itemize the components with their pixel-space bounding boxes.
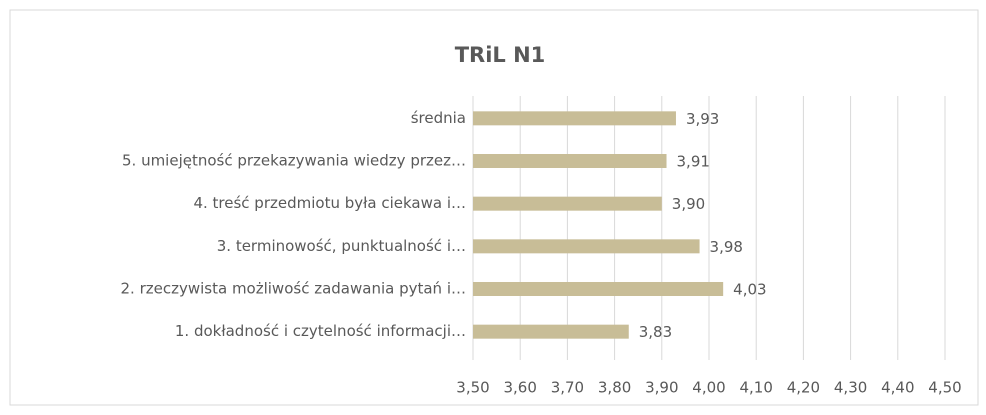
x-tick-label: 3,80 [598, 379, 631, 397]
y-tick-label: średnia [411, 109, 466, 127]
x-tick-label: 4,00 [692, 379, 725, 397]
value-label: 3,91 [677, 153, 710, 171]
x-tick-label: 4,30 [834, 379, 867, 397]
x-tick-label: 3,90 [645, 379, 678, 397]
y-tick-label: 1. dokładność i czytelność informacji… [175, 322, 466, 340]
x-tick-label: 3,50 [456, 379, 489, 397]
y-tick-label: 2. rzeczywista możliwość zadawania pytań… [121, 280, 467, 298]
y-tick-label: 3. terminowość, punktualność i… [217, 237, 466, 255]
y-tick-label: 4. treść przedmiotu była ciekawa i… [193, 194, 466, 212]
bar [473, 282, 724, 296]
bar [473, 111, 676, 126]
x-tick-label: 4,50 [928, 379, 961, 397]
value-label: 3,90 [672, 195, 705, 213]
chart-title: TRiL N1 [455, 43, 546, 67]
value-label: 3,83 [639, 323, 672, 341]
y-tick-label: 5. umiejętność przekazywania wiedzy prze… [122, 152, 466, 170]
x-tick-label: 4,10 [739, 379, 772, 397]
value-label: 3,93 [686, 110, 719, 128]
x-tick-label: 3,60 [503, 379, 536, 397]
bar [473, 324, 629, 339]
x-tick-label: 4,20 [787, 379, 820, 397]
x-tick-label: 3,70 [551, 379, 584, 397]
bar [473, 154, 667, 168]
bar [473, 239, 700, 254]
value-label: 4,03 [733, 281, 766, 299]
value-label: 3,98 [710, 238, 743, 256]
bar [473, 196, 662, 211]
x-tick-label: 4,40 [881, 379, 914, 397]
